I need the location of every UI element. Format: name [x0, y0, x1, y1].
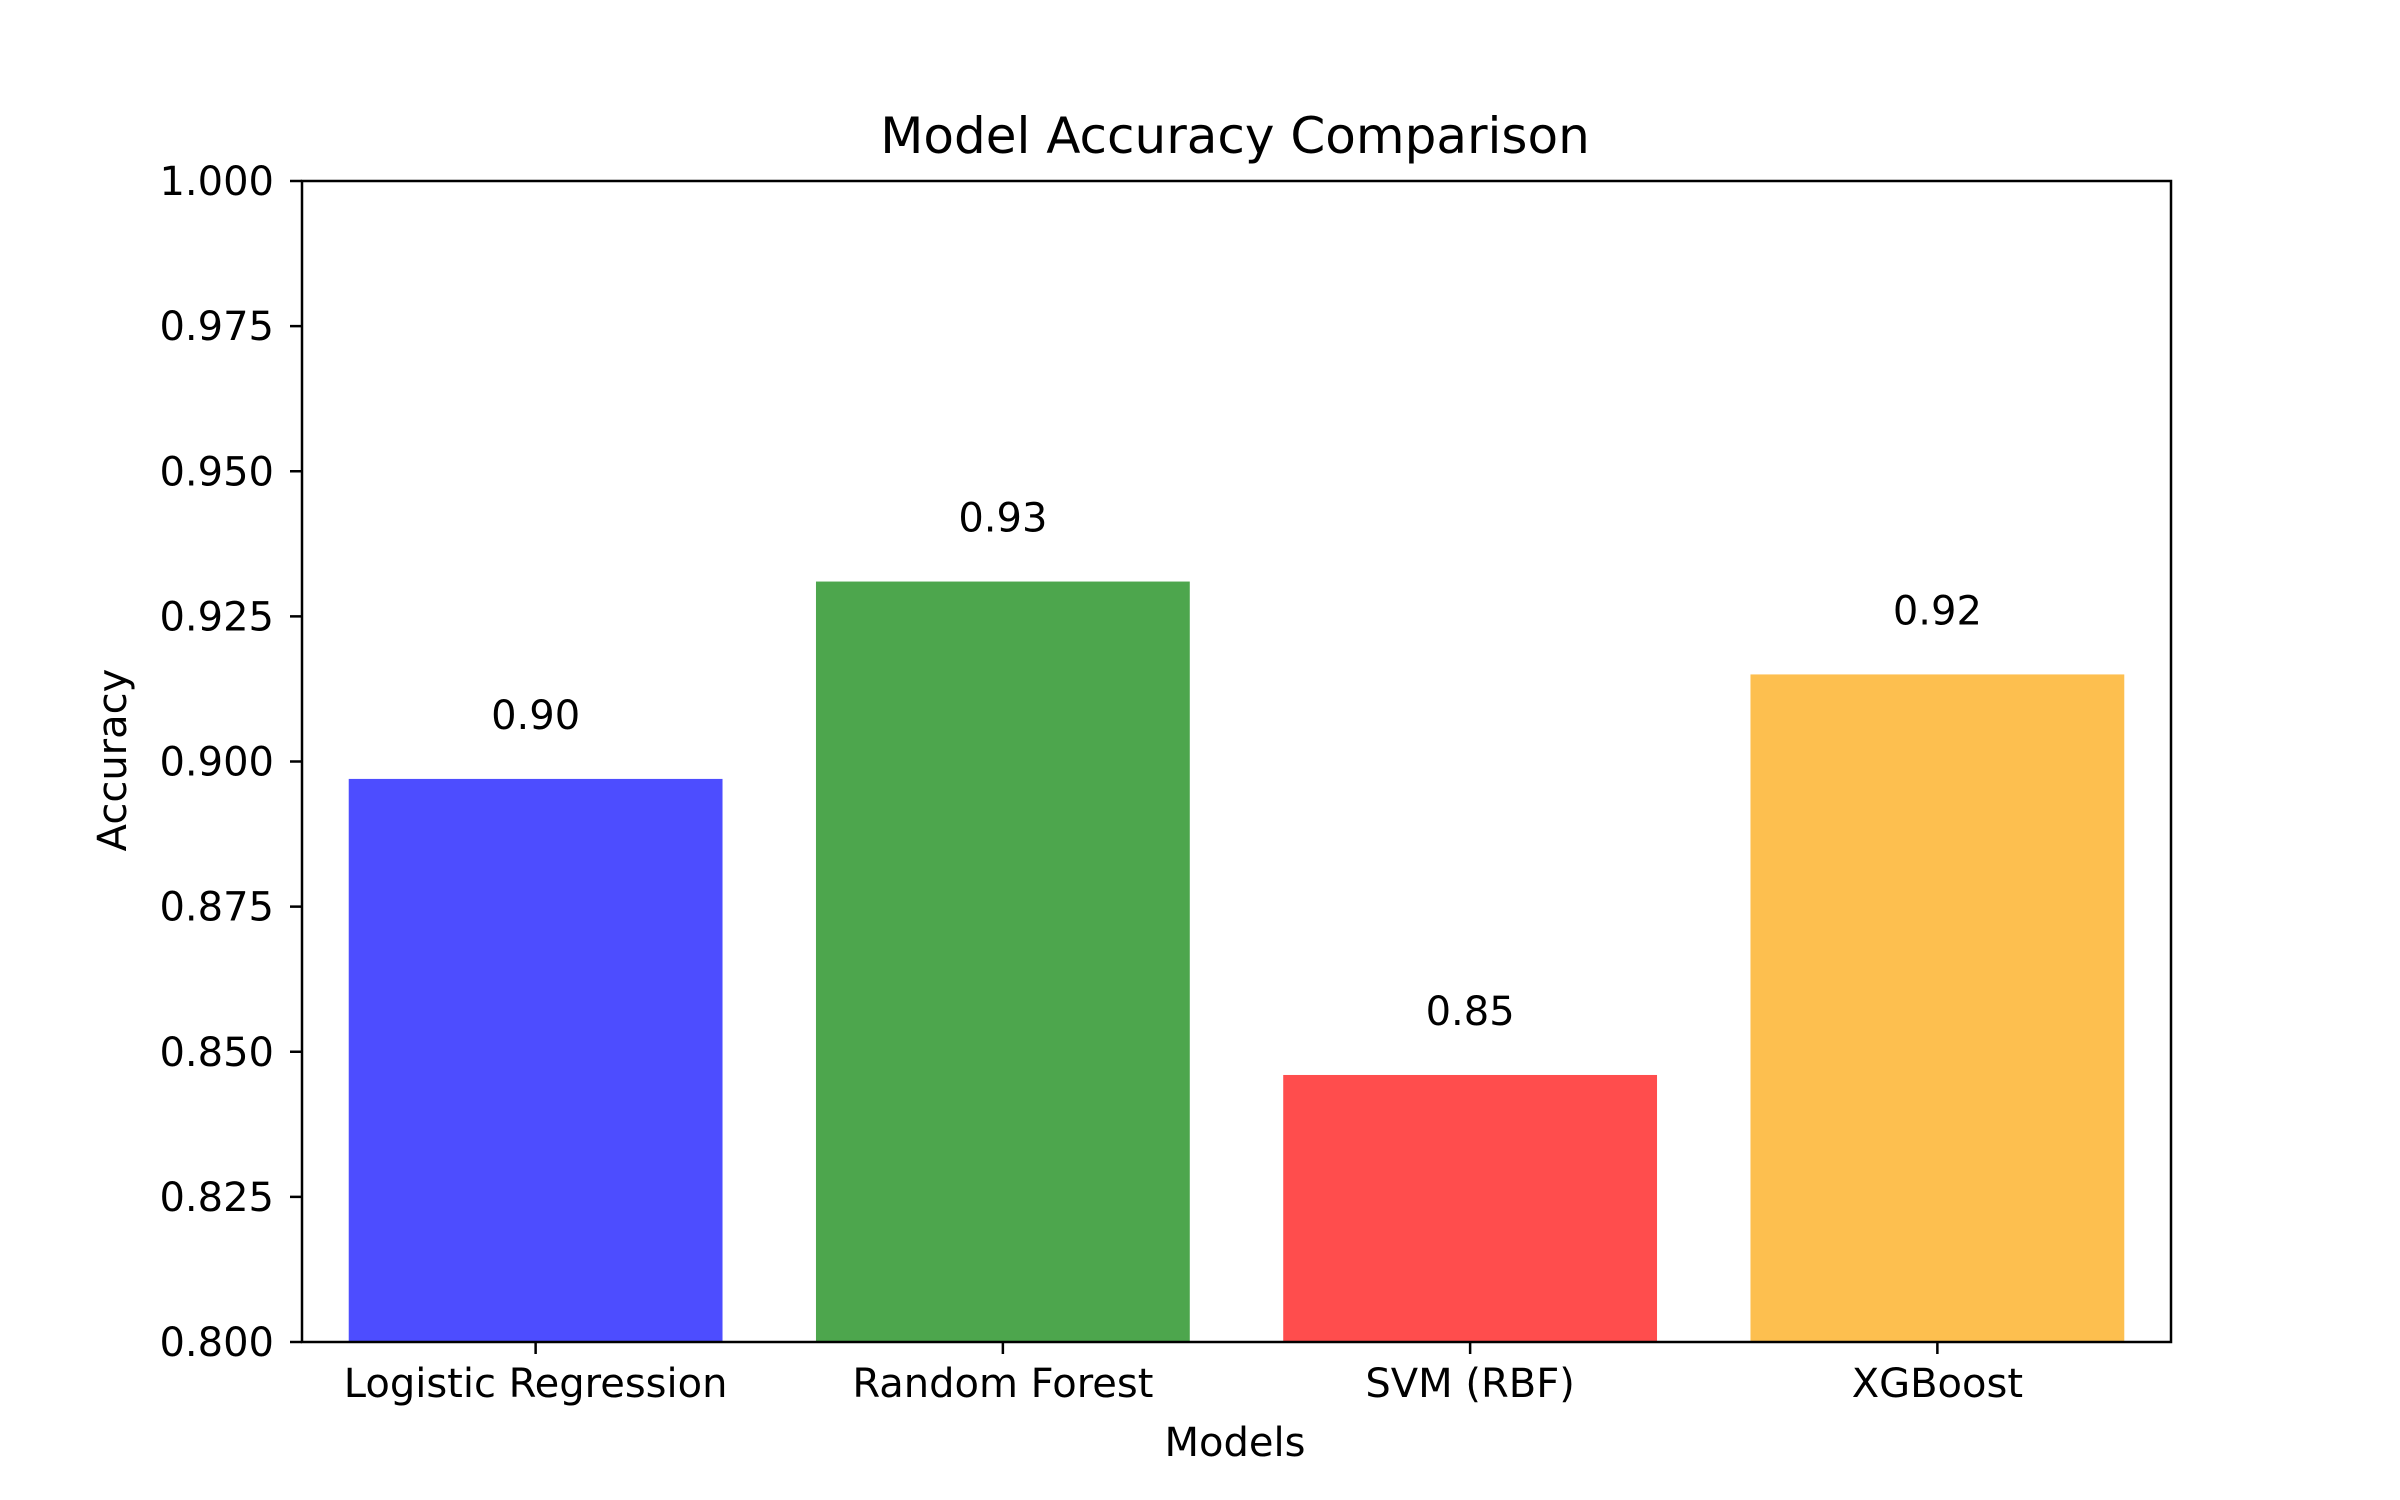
- data-label-1: 0.93: [958, 496, 1047, 542]
- bar-3: [1750, 674, 2125, 1342]
- y-tick-label-5: 0.925: [159, 594, 274, 640]
- y-axis-label: Accuracy: [90, 669, 136, 852]
- ticks-layer: Logistic Regression Random Forest SVM (RBF…: [159, 159, 2023, 1407]
- x-tick-label-1: Random Forest: [852, 1361, 1153, 1407]
- x-axis-label: Models: [1165, 1420, 1306, 1466]
- bar-0: [348, 778, 723, 1342]
- y-tick-label-4: 0.900: [159, 740, 274, 786]
- x-tick-label-2: SVM (RBF): [1365, 1361, 1574, 1407]
- y-tick-label-8: 1.000: [159, 159, 274, 205]
- chart-title: Model Accuracy Comparison: [880, 107, 1590, 165]
- data-label-0: 0.90: [491, 693, 580, 739]
- y-tick-label-7: 0.975: [159, 304, 274, 350]
- bars-layer: 0.90 0.93 0.85 0.92: [348, 496, 2125, 1342]
- data-label-3: 0.92: [1893, 588, 1982, 634]
- y-tick-label-3: 0.875: [159, 885, 274, 931]
- x-tick-label-3: XGBoost: [1852, 1361, 2023, 1407]
- x-tick-label-0: Logistic Regression: [344, 1361, 728, 1407]
- bar-1: [815, 581, 1190, 1342]
- y-tick-label-2: 0.850: [159, 1030, 274, 1076]
- y-tick-label-6: 0.950: [159, 449, 274, 495]
- y-tick-label-1: 0.825: [159, 1175, 274, 1221]
- bar-2: [1283, 1074, 1658, 1342]
- plot-frame: [300, 179, 2173, 1344]
- y-tick-label-0: 0.800: [159, 1320, 274, 1366]
- data-label-2: 0.85: [1426, 989, 1515, 1035]
